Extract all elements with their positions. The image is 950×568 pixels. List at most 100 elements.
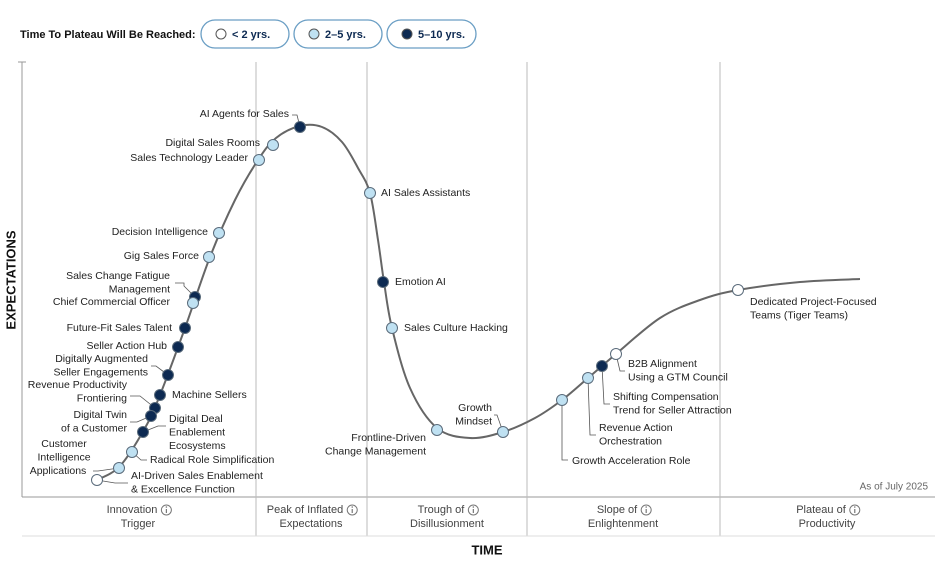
technology-marker <box>386 322 398 334</box>
technology-label: & Excellence Function <box>131 483 235 495</box>
technology: Sales Technology Leader <box>130 152 265 166</box>
technology-marker <box>187 297 199 309</box>
info-dot[interactable] <box>351 506 354 508</box>
legend-button[interactable]: 2–5 yrs. <box>293 19 383 49</box>
info-dot[interactable] <box>645 506 647 508</box>
legend-swatch <box>401 28 413 40</box>
technology-label: Mindset <box>455 415 492 427</box>
info-dot[interactable] <box>165 506 168 508</box>
leader-line <box>494 414 504 433</box>
legend-label[interactable]: 5–10 yrs. <box>418 29 465 41</box>
leader-line <box>96 479 128 484</box>
technology-marker <box>732 284 744 296</box>
technology-label: Emotion AI <box>395 276 446 288</box>
technology: AI-Driven Sales Enablement& Excellence F… <box>91 470 263 495</box>
legend-pill[interactable] <box>293 19 383 49</box>
y-axis-title: EXPECTATIONS <box>3 230 18 330</box>
info-icon[interactable] <box>849 504 861 516</box>
legend-button[interactable]: 5–10 yrs. <box>386 19 477 49</box>
technology: Emotion AI <box>377 276 446 288</box>
leader-line <box>93 467 120 472</box>
technologies: AI Agents for Sales Digital Sales Rooms Sa… <box>28 108 877 496</box>
technology-label: Frontiering <box>77 392 127 404</box>
technology-label: Enablement <box>169 426 225 438</box>
info-dot[interactable] <box>853 506 856 508</box>
phase-label: Slope of <box>597 504 638 516</box>
technology: AI Sales Assistants <box>364 187 470 199</box>
legend-button[interactable]: < 2 yrs. <box>200 19 290 49</box>
technology: Chief Commercial Officer <box>53 296 199 309</box>
info-circle[interactable] <box>160 504 172 516</box>
technology: Decision Intelligence <box>112 226 225 239</box>
info-circle[interactable] <box>346 504 358 516</box>
technology-label: Revenue Action <box>599 422 673 434</box>
info-icon[interactable] <box>640 504 652 516</box>
technology-marker <box>294 121 306 133</box>
phase-label: Innovation <box>107 504 158 516</box>
technology-marker <box>162 369 174 381</box>
technology-marker <box>556 394 568 406</box>
info-circle[interactable] <box>467 504 479 516</box>
technology-marker <box>377 276 389 288</box>
technology-marker <box>267 139 279 151</box>
technology-label: Digital Twin <box>74 409 128 421</box>
chart-frame <box>18 61 935 537</box>
technology: Digital Sales Rooms <box>165 137 279 151</box>
info-dot[interactable] <box>472 506 475 508</box>
info-icon[interactable] <box>346 504 358 516</box>
technology-label: Using a GTM Council <box>628 371 728 383</box>
technology-marker <box>91 474 103 486</box>
phase-label: Productivity <box>799 518 856 530</box>
technology-marker <box>172 341 184 353</box>
technology: Sales Culture Hacking <box>386 322 508 334</box>
leader-line <box>175 282 196 298</box>
technology: Future-Fit Sales Talent <box>67 322 191 334</box>
technology-label: Applications <box>30 465 87 477</box>
legend-title: Time To Plateau Will Be Reached: <box>20 29 196 41</box>
technology-marker <box>179 322 191 334</box>
info-circle[interactable] <box>849 504 861 516</box>
technology: Machine Sellers <box>154 389 247 401</box>
technology-marker <box>154 389 166 401</box>
technology-label: Seller Action Hub <box>86 340 167 352</box>
technology-label: Trend for Seller Attraction <box>613 404 732 416</box>
technology-marker <box>145 410 157 422</box>
technology-label: AI Agents for Sales <box>200 108 289 120</box>
technology-label: Growth Acceleration Role <box>572 455 691 467</box>
technology-label: AI Sales Assistants <box>381 187 470 199</box>
technology-marker <box>203 251 215 263</box>
technology: Seller Action Hub <box>86 340 184 353</box>
technology-label: Digital Sales Rooms <box>165 137 260 149</box>
legend-pill[interactable] <box>386 19 477 49</box>
technology-marker <box>126 446 138 458</box>
info-icon[interactable] <box>160 504 172 516</box>
info-circle[interactable] <box>640 504 652 516</box>
technology-label: Chief Commercial Officer <box>53 296 171 308</box>
technology-label: of a Customer <box>61 422 127 434</box>
technology: Growth Acceleration Role <box>556 394 691 467</box>
phase-label: Enlightenment <box>588 518 658 530</box>
technology-label: AI-Driven Sales Enablement <box>131 470 263 482</box>
technology-label: Future-Fit Sales Talent <box>67 322 173 334</box>
legend-label[interactable]: < 2 yrs. <box>232 29 270 41</box>
technology-label: Digital Deal <box>169 413 223 425</box>
technology-label: Ecosystems <box>169 440 226 452</box>
as-of-note: As of July 2025 <box>860 482 929 493</box>
legend-pill[interactable] <box>200 19 290 49</box>
technology-label: Growth <box>458 402 492 414</box>
phase-label: Expectations <box>280 518 343 530</box>
technology: AI Agents for Sales <box>200 108 306 133</box>
technology-label: Change Management <box>325 445 426 457</box>
legend-label[interactable]: 2–5 yrs. <box>325 29 366 41</box>
technology-label: B2B Alignment <box>628 358 697 370</box>
leader-line <box>561 400 568 461</box>
leader-line <box>601 365 610 405</box>
info-icon[interactable] <box>467 504 479 516</box>
technology-label: Orchestration <box>599 435 662 447</box>
technology-label: Revenue Productivity <box>28 379 128 391</box>
